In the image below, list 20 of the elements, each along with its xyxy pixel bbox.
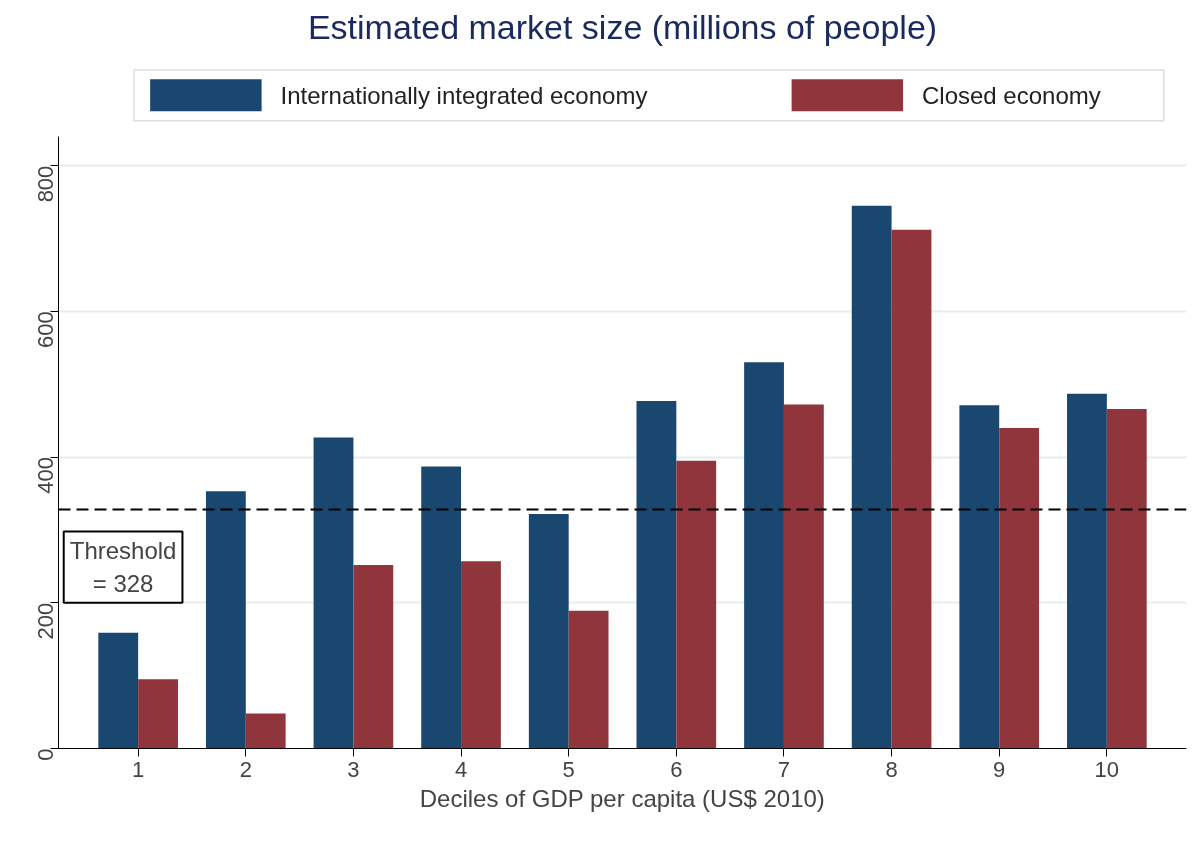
y-tick-label: 400 <box>33 457 58 494</box>
y-tick-label: 200 <box>33 602 58 640</box>
legend-label: Internationally integrated economy <box>280 81 648 109</box>
chart-title: Estimated market size (millions of people) <box>307 7 938 46</box>
x-tick-label: 3 <box>347 756 360 782</box>
x-tick-label: 1 <box>132 756 145 782</box>
x-tick-label: 10 <box>1094 756 1120 782</box>
x-tick-label: 6 <box>670 756 683 782</box>
y-tick-label: 0 <box>33 748 58 761</box>
x-axis-title: Deciles of GDP per capita (US$ 2010) <box>419 784 825 812</box>
x-tick-label: 7 <box>777 756 791 782</box>
y-tick-label: 600 <box>33 311 58 349</box>
x-tick-label: 2 <box>239 756 252 782</box>
y-tick-label: 800 <box>33 165 58 203</box>
x-tick-label: 8 <box>885 756 898 782</box>
ref-line-label: Threshold = 328 <box>69 537 177 597</box>
x-tick-label: 4 <box>454 756 468 782</box>
x-tick-label: 5 <box>562 756 575 782</box>
legend-label: Closed economy <box>921 81 1101 109</box>
x-tick-label: 9 <box>993 756 1006 782</box>
